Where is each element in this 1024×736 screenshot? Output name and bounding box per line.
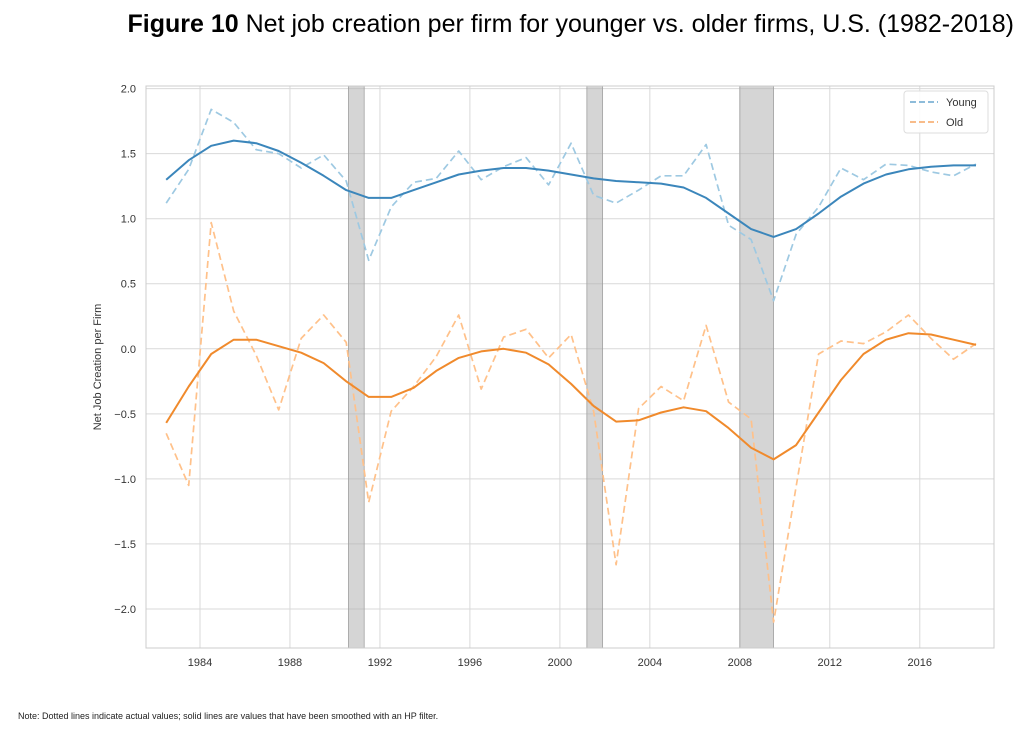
legend-label-young: Young (946, 97, 977, 109)
figure-title: Figure 10 Net job creation per firm for … (0, 10, 1014, 39)
old-actual-line (165, 221, 977, 623)
y-tick-label: 2.0 (121, 84, 136, 96)
figure-note: Note: Dotted lines indicate actual value… (18, 711, 439, 721)
y-tick-label: 1.0 (121, 214, 136, 226)
recession-band (348, 85, 365, 649)
recession-band (739, 85, 774, 649)
legend-label-old: Old (946, 117, 963, 129)
x-tick-label: 1992 (368, 657, 392, 669)
y-tick-label: 1.5 (121, 149, 136, 161)
figure-title-text: Net job creation per firm for younger vs… (245, 10, 1014, 38)
recession-band (586, 85, 604, 649)
x-tick-label: 2008 (728, 657, 752, 669)
x-tick-label: 2012 (818, 657, 842, 669)
x-tick-label: 1984 (188, 657, 212, 669)
x-tick-label: 1988 (278, 657, 302, 669)
y-tick-label: −2.0 (114, 604, 136, 616)
plot-area (146, 86, 994, 648)
x-tick-label: 2004 (638, 657, 662, 669)
y-tick-label: −0.5 (114, 409, 136, 421)
y-tick-label: −1.5 (114, 539, 136, 551)
x-tick-label: 1996 (458, 657, 482, 669)
old-smoothed-line (165, 332, 977, 461)
y-axis-label: Net Job Creation per Firm (92, 304, 104, 431)
y-tick-label: 0.5 (121, 279, 136, 291)
x-tick-label: 2000 (548, 657, 572, 669)
figure-label: Figure 10 (127, 10, 239, 38)
y-tick-label: −1.0 (114, 474, 136, 486)
young-actual-line (165, 108, 977, 302)
chart: 1984 1988 1992 1996 2000 2004 2008 2012 2016 2.0 1… (92, 84, 995, 669)
young-smoothed-line (165, 139, 976, 238)
x-tick-label: 2016 (908, 657, 932, 669)
y-tick-label: 0.0 (121, 344, 136, 356)
plot-frame (145, 85, 995, 649)
